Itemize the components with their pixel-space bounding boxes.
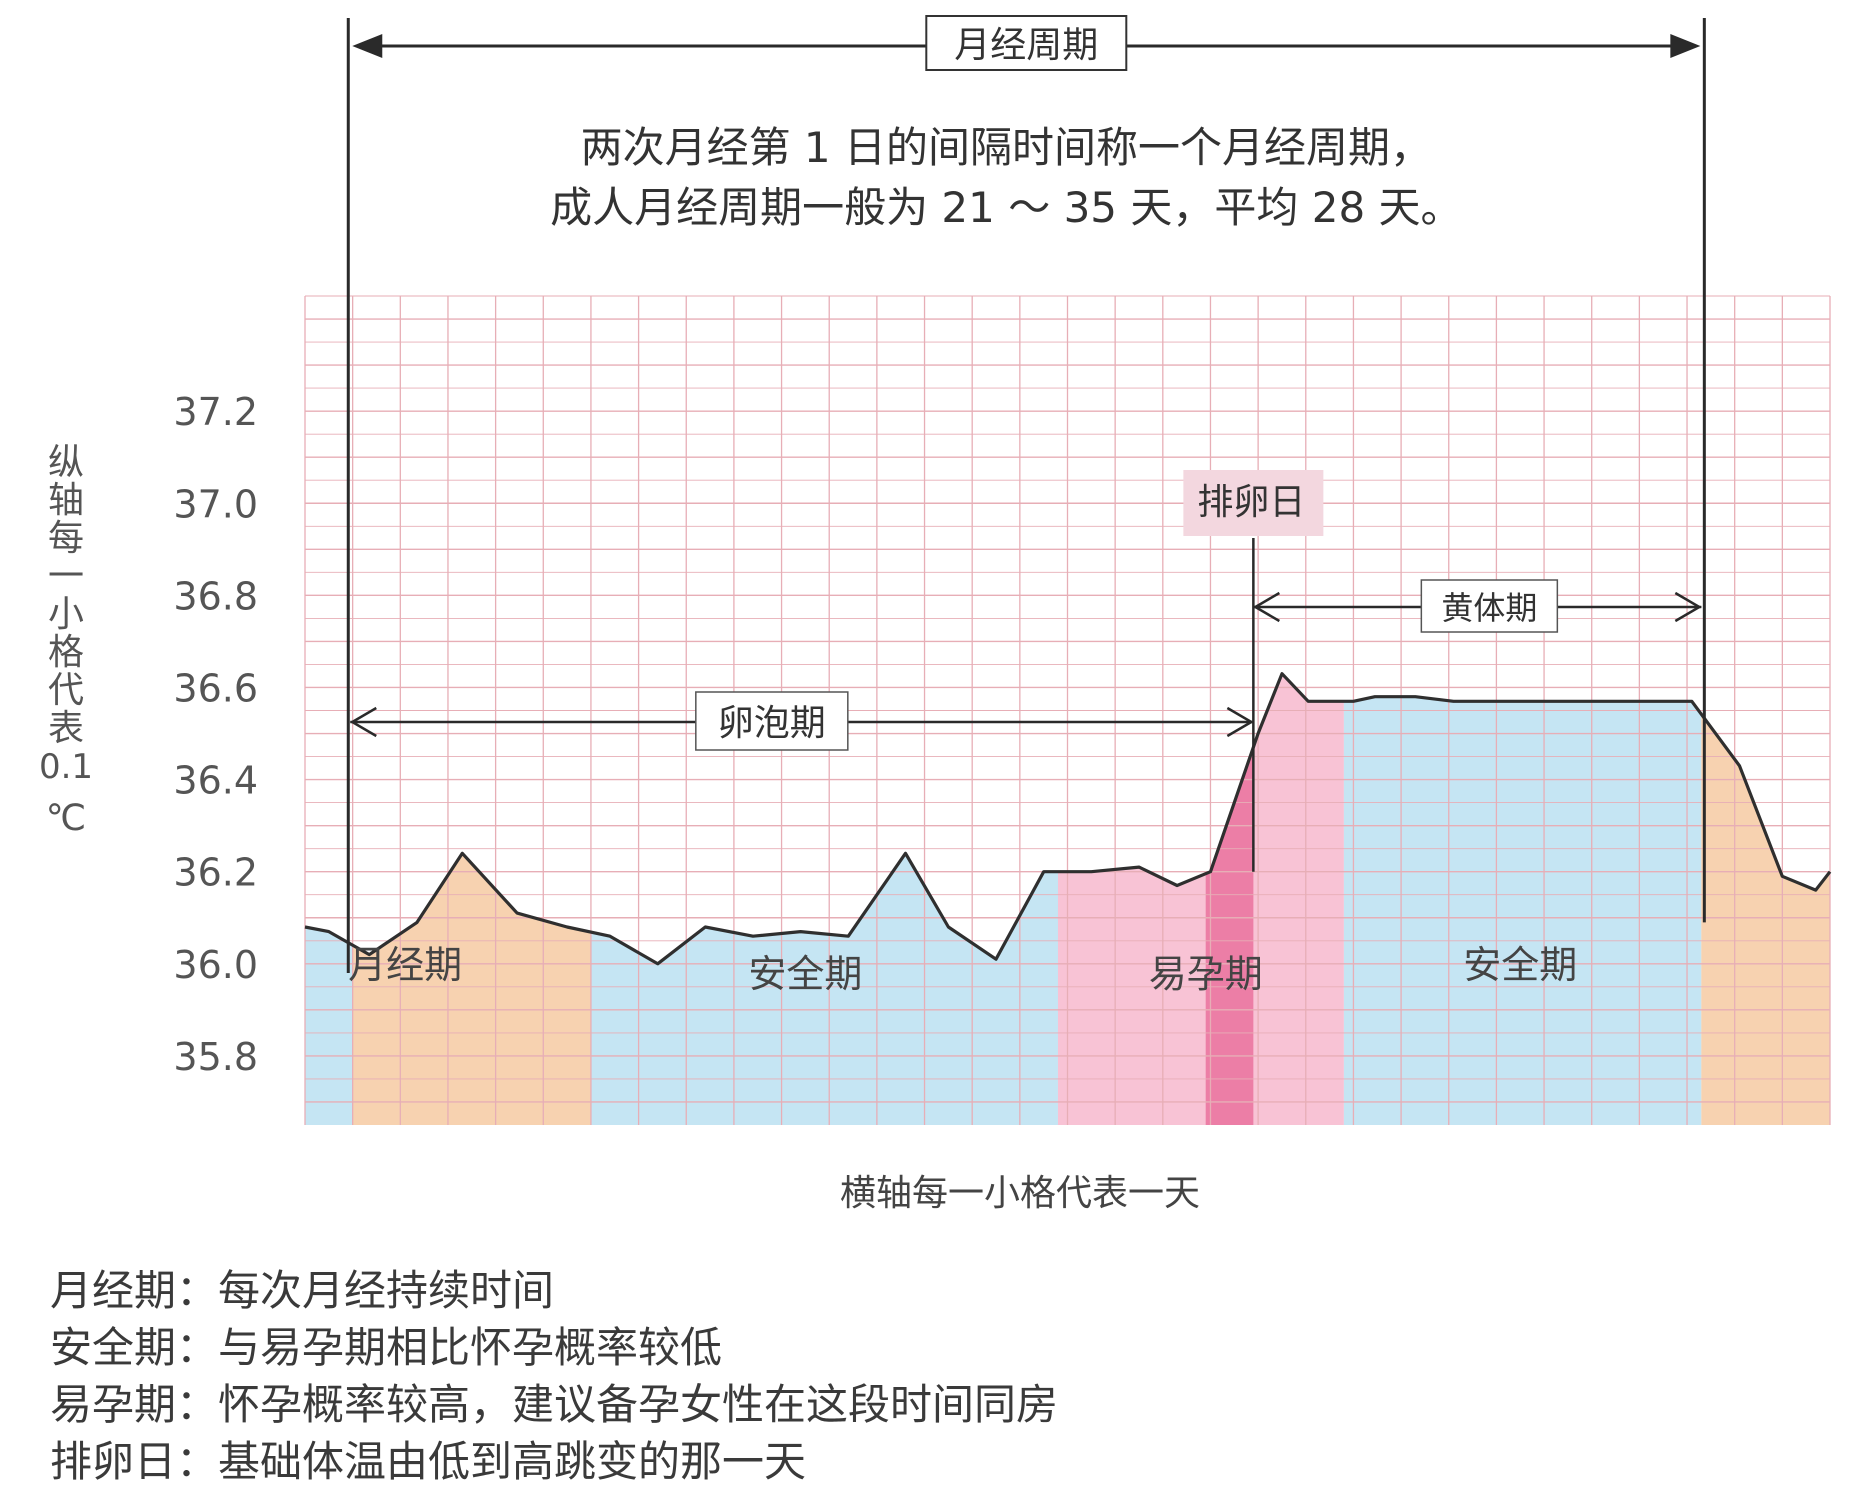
note-separator: ： [176, 1323, 219, 1372]
cycle-note-line-1: 两次月经第 1 日的间隔时间称一个月经周期， [581, 123, 1432, 172]
follicular-arrow-left-head [349, 706, 377, 738]
zone-label: 安全期 [1463, 943, 1577, 987]
y-tick-label: 37.2 [173, 390, 258, 434]
luteal-arrow-right-head [1674, 591, 1702, 623]
note-safe-period: 安全期：与易孕期相比怀孕概率较低 [50, 1319, 1800, 1376]
y-axis-label-char: 一 [48, 556, 84, 597]
note-menstruation: 月经期：每次月经持续时间 [50, 1262, 1800, 1319]
zone-area-5 [1701, 714, 1830, 1125]
y-tick-label: 35.8 [173, 1035, 258, 1079]
chart-labels: 37.2 37.0 36.8 36.6 36.4 36.2 36.0 35.8 纵轴每一小格代表… [39, 390, 1577, 1214]
note-description: 基础体温由低到高跳变的那一天 [218, 1437, 807, 1486]
note-term: 易孕期 [50, 1380, 177, 1429]
note-ovulation-day: 排卵日：基础体温由低到高跳变的那一天 [50, 1433, 1800, 1490]
y-axis-label-char: 格 [48, 632, 84, 673]
note-term: 月经期 [50, 1266, 177, 1315]
ovulation-label-box [1183, 470, 1324, 536]
luteal-arrow-left-head [1252, 591, 1280, 623]
zone-area-2 [590, 853, 1058, 1125]
note-description: 怀孕概率较高，建议备孕女性在这段时间同房 [218, 1380, 1059, 1429]
y-axis-label-char: 小 [48, 594, 84, 635]
y-axis-label-char: 每 [48, 518, 84, 559]
ovulation-band [1205, 747, 1254, 1125]
note-term: 排卵日 [50, 1437, 177, 1486]
zone-area-4 [1343, 696, 1702, 1125]
y-axis-label-char: 表 [48, 708, 84, 749]
y-tick-label: 36.4 [173, 759, 258, 803]
y-tick-label: 37.0 [173, 482, 258, 526]
luteal-label: 黄体期 [1441, 589, 1537, 627]
zone-area-3 [1057, 673, 1344, 1125]
y-axis-label-char: 代 [48, 670, 84, 711]
y-axis-label-char: 0.1 [39, 747, 93, 787]
cycle-label: 月经周期 [954, 25, 1098, 66]
note-description: 每次月经持续时间 [218, 1266, 555, 1315]
temperature-curve [304, 672, 1832, 966]
y-axis-label-char: 纵 [48, 442, 84, 483]
note-separator: ： [176, 1380, 219, 1429]
chart-grid [304, 295, 1831, 1125]
legend-notes: 月经期：每次月经持续时间 安全期：与易孕期相比怀孕概率较低 易孕期：怀孕概率较高… [50, 1262, 1800, 1490]
note-separator: ： [176, 1437, 219, 1486]
cycle-note-line-2: 成人月经周期一般为 21 ～ 35 天，平均 28 天。 [550, 183, 1462, 232]
luteal-label-box [1420, 579, 1559, 633]
y-tick-label: 36.6 [173, 666, 258, 710]
zone-area-0 [305, 927, 353, 1125]
follicular-label-box [695, 691, 849, 751]
note-fertile-period: 易孕期：怀孕概率较高，建议备孕女性在这段时间同房 [50, 1376, 1800, 1433]
y-axis-label-char: ℃ [46, 798, 86, 839]
phase-zones [305, 673, 1830, 1125]
y-tick-label: 36.0 [173, 943, 258, 987]
zone-label: 月经期 [348, 943, 462, 987]
note-separator: ： [176, 1266, 219, 1315]
zone-label: 易孕期 [1149, 952, 1263, 996]
cycle-arrow-left-head [352, 34, 383, 58]
zone-label: 安全期 [748, 952, 862, 996]
zone-area-1 [352, 853, 591, 1125]
x-axis-label: 横轴每一小格代表一天 [840, 1173, 1200, 1214]
y-tick-label: 36.2 [173, 851, 258, 895]
ovulation-label: 排卵日 [1197, 482, 1305, 523]
follicular-label: 卵泡期 [718, 703, 826, 744]
temperature-line [304, 672, 1832, 966]
cycle-label-box [925, 15, 1128, 71]
cycle-arrow-right-head [1670, 34, 1701, 58]
y-tick-label: 36.8 [173, 574, 258, 618]
note-description: 与易孕期相比怀孕概率较低 [218, 1323, 723, 1372]
y-axis-label-char: 轴 [48, 480, 84, 521]
note-term: 安全期 [50, 1323, 177, 1372]
follicular-arrow-right-head [1226, 706, 1254, 738]
